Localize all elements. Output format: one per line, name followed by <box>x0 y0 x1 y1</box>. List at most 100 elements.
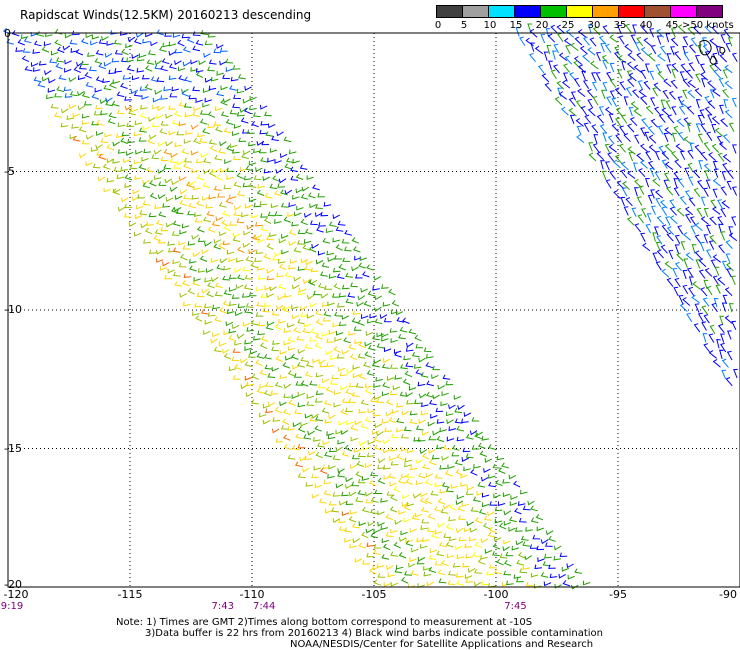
wind-barb <box>243 230 251 236</box>
wind-barb <box>559 552 568 558</box>
wind-barb <box>122 75 131 80</box>
wind-barb <box>719 104 724 115</box>
wind-barb <box>267 157 275 163</box>
wind-barb <box>260 213 268 218</box>
wind-barb <box>469 527 478 533</box>
colorbar-label: >50 knots <box>682 20 734 31</box>
wind-barb <box>353 326 362 331</box>
wind-barb <box>455 527 464 534</box>
wind-barb <box>404 462 412 468</box>
wind-barb <box>334 336 342 342</box>
wind-barb <box>228 335 237 342</box>
wind-barb <box>406 448 415 454</box>
wind-barb <box>664 127 673 136</box>
wind-barb <box>211 220 220 227</box>
wind-barb <box>259 200 268 206</box>
wind-barb <box>184 76 192 83</box>
wind-barb <box>275 168 283 174</box>
wind-barb <box>656 249 664 259</box>
wind-barb <box>602 132 608 142</box>
wind-barb <box>255 167 263 172</box>
wind-barb <box>64 33 73 39</box>
wind-barb <box>486 511 495 517</box>
wind-barb <box>133 231 142 237</box>
wind-barb <box>205 268 214 274</box>
wind-barb <box>351 237 359 244</box>
wind-barb <box>682 232 692 241</box>
wind-barb <box>488 474 496 479</box>
wind-barb <box>365 528 374 534</box>
wind-barb <box>216 90 224 97</box>
wind-barb <box>672 268 678 278</box>
wind-barb <box>724 109 733 119</box>
wind-barb <box>724 80 733 90</box>
wind-barb <box>405 478 413 485</box>
wind-barb <box>126 57 134 63</box>
wind-barb <box>679 303 688 312</box>
wind-barb <box>564 55 573 65</box>
wind-barb <box>123 158 131 164</box>
wind-barb <box>503 510 512 516</box>
wind-barb <box>229 194 237 200</box>
wind-barb <box>587 24 593 34</box>
wind-barb <box>543 51 549 61</box>
wind-barb <box>678 295 684 305</box>
wind-barb <box>258 321 266 327</box>
wind-barb <box>720 186 728 196</box>
wind-barb <box>348 398 357 404</box>
wind-barb <box>394 375 402 380</box>
wind-barb <box>283 136 292 143</box>
wind-barb <box>120 82 128 89</box>
wind-barb <box>323 490 332 496</box>
wind-barb <box>202 168 211 175</box>
wind-barb <box>440 401 448 407</box>
wind-barb <box>541 73 550 83</box>
wind-barb <box>308 450 316 456</box>
wind-barb <box>481 492 490 498</box>
wind-barb <box>698 258 707 268</box>
wind-barb <box>158 239 166 244</box>
wind-barb <box>72 112 81 118</box>
wind-barb <box>186 36 195 44</box>
wind-barb <box>304 228 313 235</box>
wind-barb <box>324 418 333 424</box>
wind-barb <box>429 399 437 406</box>
wind-barb <box>248 291 257 297</box>
wind-barb <box>328 221 337 227</box>
wind-barb <box>404 370 413 378</box>
wind-barb <box>422 452 430 460</box>
wind-barb <box>725 253 731 263</box>
wind-barb <box>374 444 382 451</box>
wind-barb <box>366 552 375 558</box>
wind-barb <box>131 196 140 202</box>
wind-barb <box>711 143 720 153</box>
wind-barb <box>328 447 337 453</box>
wind-barb <box>492 542 501 550</box>
wind-barb <box>722 88 730 98</box>
wind-barb <box>352 364 360 370</box>
latitude-tick-label: -5 <box>4 164 15 178</box>
wind-barb <box>351 454 360 460</box>
wind-barb <box>312 184 320 191</box>
wind-barb <box>354 339 362 345</box>
wind-barb <box>710 199 717 209</box>
wind-barb <box>343 246 352 252</box>
wind-barb <box>262 419 271 425</box>
wind-barb <box>439 465 447 470</box>
wind-barb <box>142 125 150 131</box>
wind-barb <box>266 235 275 241</box>
wind-barb <box>409 557 417 563</box>
wind-barb <box>694 144 702 154</box>
wind-barb <box>81 113 90 119</box>
wind-barb <box>561 566 570 572</box>
wind-barb <box>272 175 280 182</box>
wind-barb <box>240 384 249 390</box>
wind-barb <box>71 124 79 129</box>
wind-barb <box>136 204 144 210</box>
wind-barb <box>374 423 383 429</box>
wind-barb <box>530 42 535 52</box>
wind-barb <box>208 194 217 200</box>
wind-barb <box>537 557 545 563</box>
wind-barb <box>364 351 372 358</box>
wind-barb <box>717 199 723 209</box>
